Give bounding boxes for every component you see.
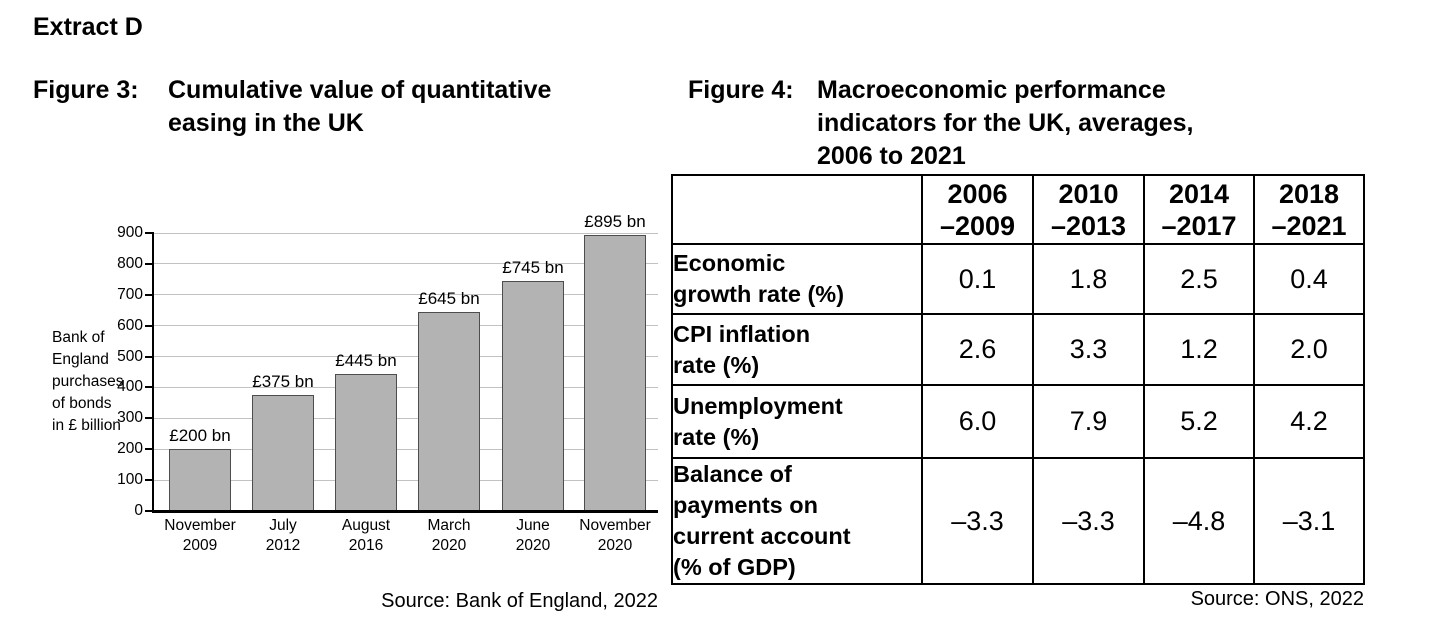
table-header-cell: 2018 –2021 (1253, 174, 1365, 245)
y-tick-mark (145, 355, 153, 358)
table-label-cell: CPI inflation rate (%) (671, 313, 923, 386)
gridline (153, 294, 658, 296)
x-tick-label: June 2020 (515, 517, 551, 554)
bar-value-label: £745 bn (502, 257, 564, 277)
y-tick-mark (145, 324, 153, 327)
y-tick-mark (145, 510, 153, 512)
table-value-cell: 1.2 (1143, 313, 1255, 386)
x-tick-label: November 2009 (164, 517, 236, 554)
y-tick-mark (145, 262, 153, 265)
gridline (153, 232, 658, 234)
gridline (153, 325, 658, 327)
bar (418, 311, 480, 511)
x-tick-label: August 2016 (341, 517, 391, 554)
bar-value-label: £445 bn (335, 350, 397, 370)
table-value-cell: 6.0 (921, 384, 1034, 459)
bar-value-label: £200 bn (169, 426, 231, 446)
figure3-title: Figure 3: Cumulative value of quantitati… (33, 74, 551, 140)
y-tick-label: 900 (117, 224, 143, 241)
table-label-cell: Economic growth rate (%) (671, 243, 923, 315)
table-value-cell: 0.4 (1253, 243, 1365, 315)
y-tick-mark (145, 479, 153, 482)
bar (252, 395, 314, 511)
figure3-source: Source: Bank of England, 2022 (381, 590, 658, 612)
y-tick-label: 700 (117, 285, 143, 303)
table-header-cell: 2010 –2013 (1032, 174, 1145, 245)
table-value-cell: 3.3 (1032, 313, 1145, 386)
table-value-cell: 1.8 (1032, 243, 1145, 315)
table-corner-cell (671, 174, 923, 245)
chart-ylabel: Bank of England purchases of bonds in £ … (52, 329, 124, 434)
y-tick-label: 100 (117, 471, 143, 489)
table-row: Balance of payments on current account (… (671, 457, 1365, 585)
y-tick-label: 500 (117, 347, 143, 365)
table-value-cell: 7.9 (1032, 384, 1145, 459)
table-value-cell: 0.1 (921, 243, 1034, 315)
bar-value-label: £375 bn (252, 372, 314, 392)
gridline (153, 263, 658, 265)
table-value-cell: 4.2 (1253, 384, 1365, 459)
y-tick-label: 0 (134, 502, 143, 519)
bar (502, 280, 564, 511)
y-tick-label: 300 (117, 409, 143, 427)
y-tick-label: 200 (117, 440, 143, 458)
y-tick-label: 800 (117, 254, 143, 272)
figure4-title-text: Macroeconomic performance indicators for… (817, 76, 1194, 170)
x-axis-line (152, 510, 658, 513)
table-value-cell: –3.3 (921, 457, 1034, 585)
bar-value-label: £645 bn (418, 288, 480, 308)
y-tick-mark (145, 232, 153, 234)
table-value-cell: 2.0 (1253, 313, 1365, 386)
extract-heading: Extract D (33, 13, 143, 41)
gridline (153, 356, 658, 358)
bar-value-label: £895 bn (584, 211, 646, 231)
bar (584, 234, 646, 511)
y-tick-mark (145, 417, 153, 420)
table-header-cell: 2006 –2009 (921, 174, 1034, 245)
table-label-cell: Balance of payments on current account (… (671, 457, 923, 585)
figure4-label: Figure 4: (688, 76, 794, 104)
x-tick-label: November 2020 (579, 517, 651, 554)
table-value-cell: –4.8 (1143, 457, 1255, 585)
x-tick-label: March 2020 (427, 517, 471, 554)
figure3-label: Figure 3: (33, 76, 139, 104)
y-axis-line (152, 232, 154, 513)
figure4-source: Source: ONS, 2022 (1190, 588, 1364, 610)
y-tick-label: 600 (117, 316, 143, 334)
gridline (153, 448, 658, 450)
figure4-title: Figure 4: Macroeconomic performance indi… (688, 74, 1194, 173)
table-value-cell: 5.2 (1143, 384, 1255, 459)
table-value-cell: 2.5 (1143, 243, 1255, 315)
bar (169, 449, 231, 511)
y-tick-mark (145, 386, 153, 389)
table-row: Economic growth rate (%) 0.1 1.8 2.5 0.4 (671, 243, 1365, 315)
table-label-cell: Unemployment rate (%) (671, 384, 923, 459)
gridline (153, 386, 658, 388)
gridline (153, 417, 658, 419)
y-tick-mark (145, 448, 153, 451)
table-header-cell: 2014 –2017 (1143, 174, 1255, 245)
table-row: CPI inflation rate (%) 2.6 3.3 1.2 2.0 (671, 313, 1365, 386)
table-row: Unemployment rate (%) 6.0 7.9 5.2 4.2 (671, 384, 1365, 459)
x-tick-label: July 2012 (265, 517, 301, 554)
table-header-row: 2006 –2009 2010 –2013 2014 –2017 2018 –2… (671, 174, 1365, 245)
gridline (153, 479, 658, 481)
bar (335, 373, 397, 511)
y-tick-mark (145, 293, 153, 296)
figure3-title-text: Cumulative value of quantitative easing … (168, 76, 552, 137)
figure4-table: 2006 –2009 2010 –2013 2014 –2017 2018 –2… (671, 174, 1365, 585)
table-value-cell: 2.6 (921, 313, 1034, 386)
table-value-cell: –3.1 (1253, 457, 1365, 585)
table-value-cell: –3.3 (1032, 457, 1145, 585)
y-tick-label: 400 (117, 378, 143, 396)
